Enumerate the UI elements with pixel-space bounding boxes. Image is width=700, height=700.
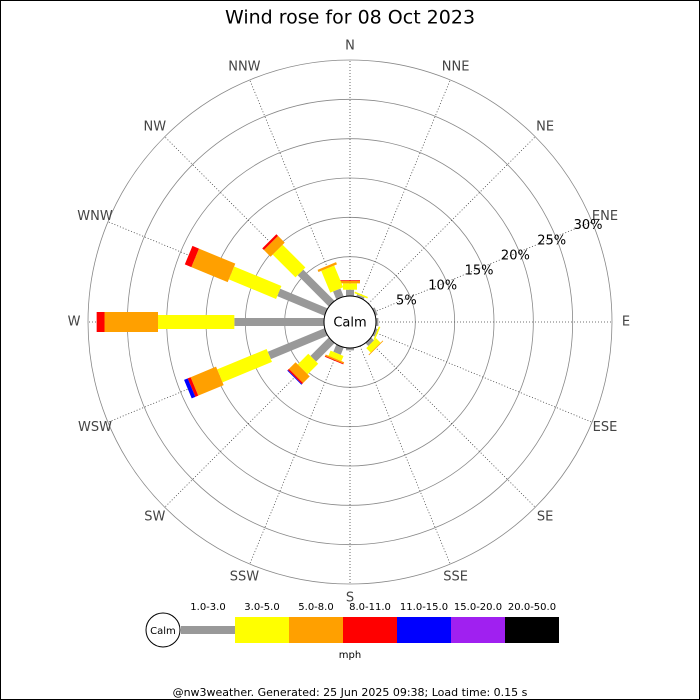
bar-segment (184, 245, 199, 268)
bar-segment (297, 269, 335, 307)
direction-label: ENE (592, 209, 618, 224)
bar-segment (328, 350, 344, 362)
bar-segment (368, 340, 384, 356)
direction-label: E (622, 315, 630, 330)
direction-label: SSW (230, 569, 260, 584)
legend-swatch (181, 626, 235, 634)
footer: @nw3weather. Generated: 25 Jun 2025 09:3… (173, 686, 528, 699)
spoke (368, 136, 536, 304)
legend-calm (145, 612, 181, 648)
direction-label: NW (144, 119, 167, 134)
spoke (359, 345, 451, 565)
calm-label: Calm (333, 316, 366, 331)
bar-segment (190, 366, 224, 396)
bar-segment (262, 234, 279, 251)
direction-label: SE (537, 510, 553, 525)
direction-label: NNE (442, 60, 470, 75)
spoke (249, 79, 341, 299)
bar-segment (297, 353, 319, 375)
bar-segment (365, 337, 374, 346)
direction-label: WSW (78, 420, 112, 435)
bar-segment (325, 354, 345, 364)
bar-segment (187, 377, 199, 397)
bar-segment (267, 328, 328, 360)
legend-label: 5.0-8.0 (298, 602, 333, 613)
bar-segment (277, 288, 328, 316)
direction-label: ESE (593, 420, 618, 435)
bar-segment (333, 344, 344, 355)
units: mph (339, 650, 361, 661)
direction-label: WNW (77, 209, 113, 224)
spoke (373, 331, 593, 423)
legend-label: 11.0-15.0 (400, 602, 448, 613)
direction-label: NE (536, 119, 554, 134)
legend-label: 3.0-5.0 (244, 602, 279, 613)
bar-segment (263, 235, 285, 257)
r-tick-label: 20% (501, 248, 530, 263)
r-tick-label: 30% (574, 218, 603, 233)
bar-segment (287, 368, 304, 385)
r-tick-label: 25% (537, 233, 566, 248)
spoke (368, 340, 536, 508)
legend-swatch (505, 617, 559, 643)
bar-segment (287, 370, 302, 385)
spoke (359, 79, 451, 299)
spoke (249, 345, 341, 565)
bar-segment (191, 248, 236, 283)
legend-swatch (235, 617, 289, 643)
direction-label: N (345, 39, 355, 54)
bar-segment (228, 266, 282, 299)
legend-swatch (289, 617, 343, 643)
bar-segment (321, 265, 344, 293)
direction-label: S (346, 591, 354, 606)
legend-swatch (451, 617, 505, 643)
bar-segment (184, 378, 196, 399)
spoke (373, 221, 593, 313)
r-tick-label: 5% (396, 293, 417, 308)
legend-label: 20.0-50.0 (508, 602, 556, 613)
r-tick-label: 10% (428, 278, 457, 293)
bar-segment (310, 337, 335, 362)
r-tick-label: 15% (465, 263, 494, 278)
legend-calm-label: Calm (150, 626, 176, 637)
bar-segment (366, 338, 381, 353)
bar-segment (333, 288, 344, 300)
bar-segment (272, 244, 306, 278)
direction-label: W (68, 315, 81, 330)
bar-segment (317, 262, 337, 273)
bar-segment (217, 348, 272, 383)
legend-label: 15.0-20.0 (454, 602, 502, 613)
chart-title: Wind rose for 08 Oct 2023 (225, 7, 475, 29)
direction-label: NNW (228, 60, 260, 75)
bar-segment (288, 362, 310, 384)
calm-circle (323, 295, 377, 349)
legend-swatch (397, 617, 451, 643)
direction-label: SW (144, 510, 165, 525)
grid-ring (87, 59, 613, 585)
legend-label: 8.0-11.0 (349, 602, 391, 613)
legend-swatch (343, 617, 397, 643)
direction-label: SSE (443, 569, 468, 584)
bar-segment (373, 326, 381, 340)
legend-label: 1.0-3.0 (190, 602, 225, 613)
bar-segment (354, 291, 368, 299)
